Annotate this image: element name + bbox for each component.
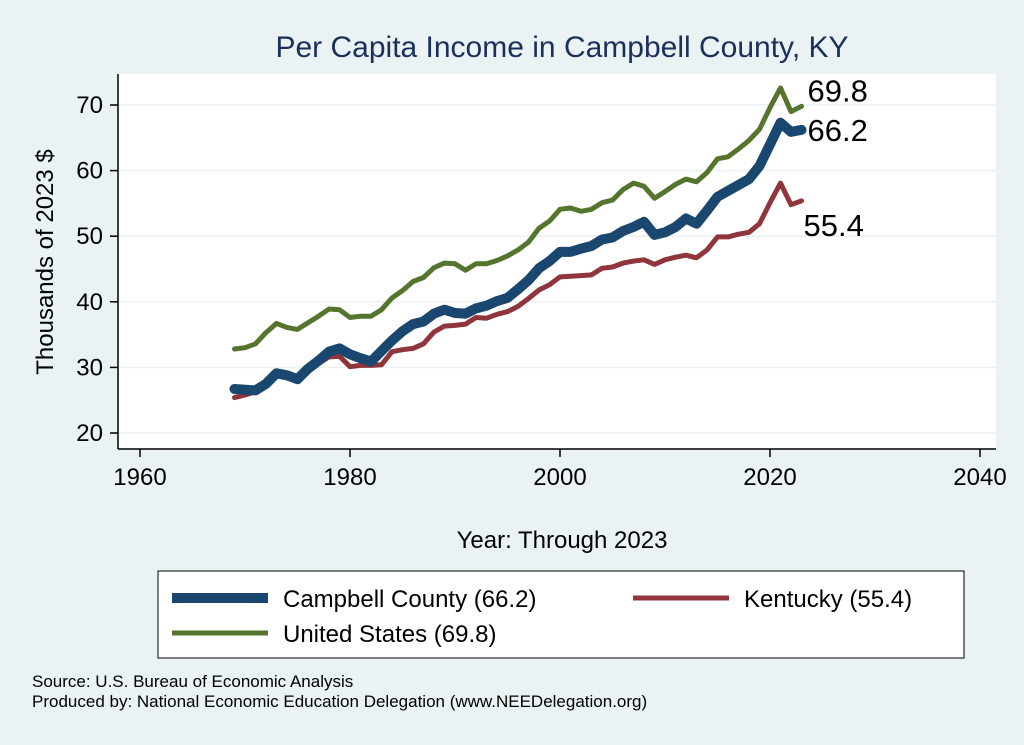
end-labels: 66.2 55.4 69.8 — [804, 73, 868, 242]
legend-label-united-states: United States (69.8) — [283, 621, 496, 648]
y-axis-label: Thousands of 2023 $ — [32, 149, 59, 375]
source-line: Source: U.S. Bureau of Economic Analysis — [32, 672, 354, 691]
legend-label-campbell: Campbell County (66.2) — [283, 586, 536, 613]
source-notes: Source: U.S. Bureau of Economic Analysis… — [32, 672, 647, 712]
series-lines — [229, 85, 807, 401]
x-ticks: 1960 1980 2000 2020 2040 — [113, 449, 1007, 491]
x-tick-label: 2000 — [533, 464, 586, 491]
gridlines — [118, 104, 996, 434]
y-tick-label: 40 — [76, 289, 103, 316]
y-tick-label: 30 — [76, 354, 103, 381]
y-tick-label: 50 — [76, 223, 103, 250]
chart-title: Per Capita Income in Campbell County, KY — [275, 31, 848, 64]
y-tick-label: 20 — [76, 420, 103, 447]
producer-line: Produced by: National Economic Education… — [32, 692, 648, 711]
y-tick-label: 70 — [76, 92, 103, 119]
end-label-kentucky: 55.4 — [804, 208, 864, 243]
series-line-campbell — [229, 117, 807, 396]
end-label-united-states: 69.8 — [808, 73, 868, 108]
series-line-united-states — [232, 85, 804, 352]
x-tick-label: 2040 — [953, 464, 1006, 491]
legend-item-united-states: United States (69.8) — [172, 621, 496, 648]
legend-box — [157, 570, 965, 659]
x-tick-label: 1960 — [113, 464, 166, 491]
legend-item-kentucky: Kentucky (55.4) — [633, 586, 912, 613]
end-label-campbell: 66.2 — [808, 113, 868, 148]
y-tick-label: 60 — [76, 158, 103, 185]
legend-label-kentucky: Kentucky (55.4) — [744, 586, 912, 613]
legend-item-campbell: Campbell County (66.2) — [172, 586, 536, 613]
y-ticks: 20 30 40 50 60 70 — [76, 92, 118, 447]
x-tick-label: 2020 — [743, 464, 796, 491]
x-axis-label: Year: Through 2023 — [457, 527, 668, 554]
x-tick-label: 1980 — [323, 464, 376, 491]
